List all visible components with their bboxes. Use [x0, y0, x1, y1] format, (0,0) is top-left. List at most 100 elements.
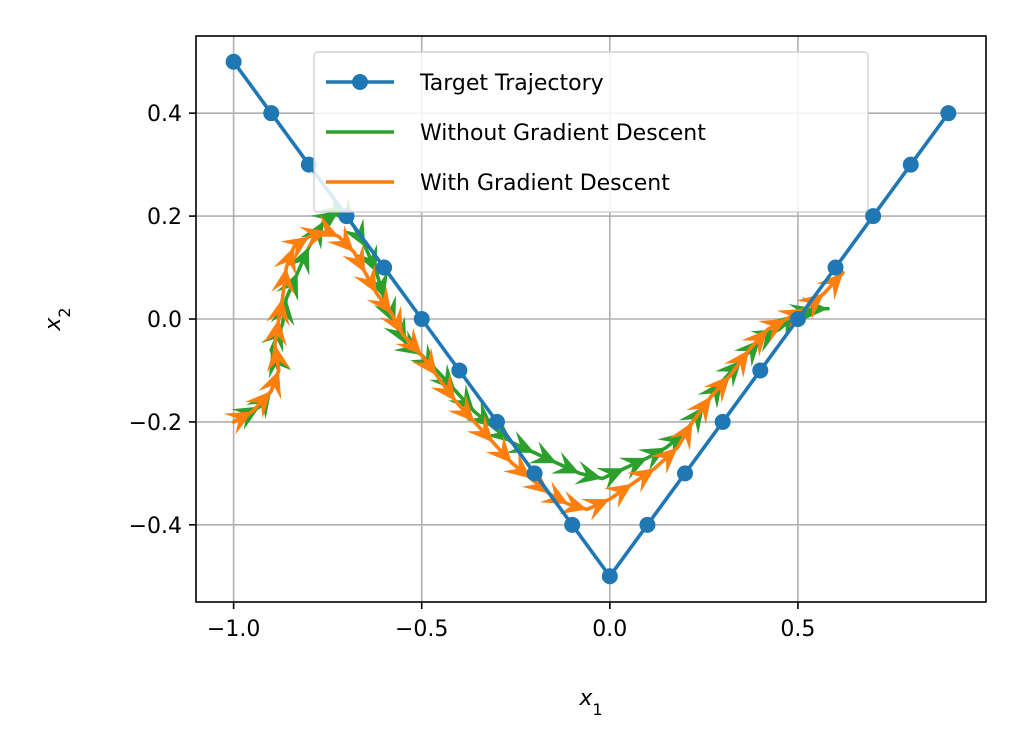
legend-marker: [352, 74, 368, 90]
arrow-marker: [669, 421, 693, 451]
arrow-marker: [411, 347, 437, 376]
arrow-marker: [379, 305, 403, 335]
arrow-marker: [327, 225, 354, 253]
data-point: [526, 465, 543, 482]
arrow-marker: [448, 394, 475, 422]
arrow-marker: [657, 432, 685, 458]
y-tick-label: 0.2: [147, 205, 182, 230]
data-point: [376, 259, 393, 276]
data-point: [752, 362, 769, 379]
x-tick-label: −0.5: [395, 617, 448, 642]
arrow-marker: [276, 272, 299, 302]
data-point: [451, 362, 468, 379]
series-target-trajectory: [225, 53, 957, 585]
arrow-marker: [539, 481, 569, 505]
arrow-marker: [300, 221, 324, 250]
arrow-marker: [280, 236, 309, 262]
arrow-marker: [466, 415, 494, 443]
arrow-marker: [310, 215, 339, 237]
arrow-marker: [618, 457, 648, 480]
arrow-marker: [503, 452, 531, 479]
y-tick-label: 0.0: [147, 308, 182, 333]
y-tick-label: −0.2: [129, 411, 182, 436]
arrow-marker: [581, 499, 610, 521]
arrow-marker: [758, 319, 787, 342]
legend-label: Target Trajectory: [419, 71, 604, 96]
plot-series: [223, 53, 957, 585]
arrow-marker: [505, 431, 535, 453]
arrow-marker: [287, 247, 310, 276]
data-point: [413, 311, 430, 327]
arrow-marker: [650, 447, 678, 474]
arrow-marker: [263, 319, 287, 347]
arrow-marker: [271, 267, 296, 295]
data-point: [225, 53, 242, 70]
arrow-marker: [310, 210, 339, 236]
y-axis-label: x2: [41, 307, 74, 331]
series-line: [231, 59, 951, 579]
data-point: [865, 208, 882, 225]
data-point: [601, 568, 618, 585]
data-point: [263, 105, 280, 122]
legend: Target Trajectory Without Gradient Descen…: [313, 51, 869, 213]
arrow-marker: [366, 285, 392, 314]
arrow-marker: [604, 483, 633, 509]
arrow-marker: [273, 247, 297, 276]
data-point: [940, 105, 957, 122]
arrow-marker: [551, 451, 580, 474]
arrow-marker: [703, 375, 731, 403]
legend-label: Without Gradient Descent: [420, 121, 706, 146]
arrow-marker: [395, 327, 422, 355]
data-point: [639, 516, 656, 533]
arrow-marker: [342, 218, 366, 247]
x-tick-label: 0.5: [780, 617, 815, 642]
arrow-marker: [596, 468, 625, 490]
series-with-gradient-descent: [223, 215, 845, 521]
arrow-marker: [686, 396, 712, 425]
arrow-marker: [697, 380, 723, 409]
y-tick-label: 0.4: [147, 102, 182, 127]
data-point: [902, 156, 919, 173]
x-axis-label: x1: [578, 686, 602, 719]
arrow-marker: [816, 272, 843, 300]
y-tick-label: −0.4: [129, 514, 182, 539]
legend-item: Target Trajectory: [326, 71, 604, 96]
arrow-marker: [266, 298, 290, 327]
arrow-marker: [637, 447, 667, 471]
arrow-marker: [430, 373, 456, 402]
data-point: [677, 465, 694, 482]
arrow-marker: [574, 461, 603, 485]
legend-label: With Gradient Descent: [420, 171, 670, 196]
x-tick-label: 0.0: [592, 617, 627, 642]
arrow-marker: [258, 370, 282, 399]
arrow-marker: [353, 264, 377, 294]
arrow-marker: [796, 293, 825, 319]
x-tick-label: −1.0: [207, 617, 260, 642]
arrow-marker: [383, 316, 407, 345]
legend-box: [313, 51, 869, 213]
arrow-marker: [244, 391, 272, 419]
arrow-marker: [485, 435, 512, 464]
arrow-marker: [484, 416, 512, 443]
arrow-marker: [365, 270, 389, 299]
data-point: [827, 259, 844, 276]
legend-item: Without Gradient Descent: [326, 121, 706, 146]
arrow-marker: [528, 441, 558, 464]
tick-marks: −1.0 −0.5 0.0 0.5 −0.4 −0.2 0.0 0.2 0.4: [129, 102, 816, 642]
arrow-marker: [223, 411, 253, 435]
data-point: [488, 413, 505, 430]
arrow-marker: [724, 349, 749, 378]
arrow-marker: [266, 344, 291, 373]
arrow-marker: [342, 244, 366, 273]
arrow-marker: [626, 468, 655, 493]
arrow-marker: [741, 329, 768, 357]
data-point: [300, 156, 317, 173]
arrow-marker: [559, 490, 588, 515]
series-line: [231, 209, 830, 481]
data-point: [564, 516, 581, 533]
data-point: [714, 413, 731, 430]
legend-item: With Gradient Descent: [326, 171, 670, 196]
data-point: [789, 311, 806, 327]
arrow-marker: [355, 244, 378, 273]
